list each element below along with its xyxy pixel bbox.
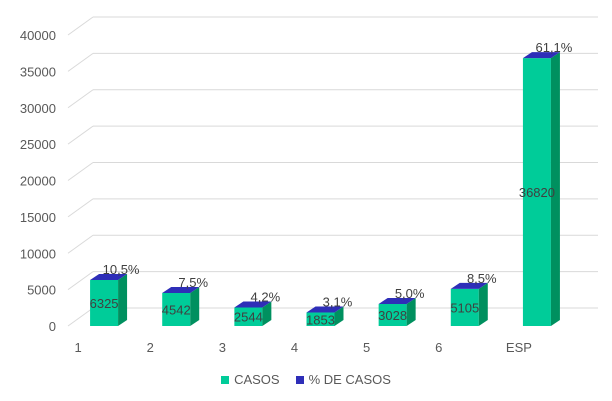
bar-group: 5105 8,5% <box>450 271 497 326</box>
bar-percent-label: 5,0% <box>395 286 425 301</box>
bar-percent-label: 10,5% <box>103 262 140 277</box>
gridline-diagonal <box>67 234 94 254</box>
y-tick-label: 25000 <box>20 137 56 152</box>
y-tick-label: 0 <box>49 319 56 334</box>
bar-group: 1853 3,1% <box>306 295 353 328</box>
bar <box>162 292 191 326</box>
legend-item-pct: % DE CASOS <box>295 372 391 387</box>
bar-cap <box>162 286 200 293</box>
bar <box>90 279 119 326</box>
bar-side <box>478 282 488 326</box>
x-tick-label: 4 <box>291 340 298 355</box>
bar-value-label: 4542 <box>162 302 191 317</box>
bar-side <box>262 301 272 326</box>
bar-cap <box>450 282 488 289</box>
bar-percent-label: 61,1% <box>535 40 572 55</box>
bar-group: 4542 7,5% <box>162 275 208 326</box>
gridline-diagonal <box>67 89 94 109</box>
x-tick-label: 2 <box>147 340 154 355</box>
bar-percent-label: 7,5% <box>178 275 208 290</box>
bar-group: 36820 61,1% <box>519 40 573 327</box>
bar-cap <box>378 297 416 304</box>
y-tick-label: 40000 <box>20 28 56 43</box>
bar-percent-label: 3,1% <box>323 295 353 310</box>
bar <box>306 312 335 326</box>
bar-cap <box>522 52 560 59</box>
bar-side <box>118 273 128 326</box>
y-tick-label: 15000 <box>20 210 56 225</box>
bar-cap <box>90 273 128 280</box>
y-axis: 0 5000 10000 15000 20000 25000 30000 35000 40000 <box>20 28 56 334</box>
legend-swatch-pct <box>295 375 304 384</box>
bar-value-label: 5105 <box>450 300 479 315</box>
bar-cap <box>306 306 344 313</box>
bar <box>378 303 407 326</box>
gridline-diagonal <box>67 271 94 291</box>
bars: 6325 10,5% 4542 7,5% 2544 4,2% 1853 3,1% 3028 5,0… <box>90 40 573 327</box>
gridline-diagonal <box>67 52 94 72</box>
legend-swatch-casos <box>221 375 230 384</box>
gridlines <box>67 16 598 327</box>
bar-value-label: 3028 <box>378 308 407 323</box>
bar-group: 6325 10,5% <box>90 262 140 326</box>
x-tick-label: 1 <box>74 340 81 355</box>
x-axis: 1 2 3 4 5 6 ESP <box>74 340 531 355</box>
bar <box>234 307 263 326</box>
bar-side <box>406 297 416 326</box>
bar-side <box>190 286 200 326</box>
bar-side <box>334 306 344 326</box>
bar-cap <box>234 301 272 308</box>
y-tick-label: 30000 <box>20 101 56 116</box>
gridline-diagonal <box>67 125 94 145</box>
gridline-diagonal <box>67 16 94 36</box>
bar-value-label: 2544 <box>234 310 263 325</box>
y-tick-label: 35000 <box>20 64 56 79</box>
y-tick-label: 20000 <box>20 174 56 189</box>
bar-percent-label: 8,5% <box>467 271 497 286</box>
bar-group: 3028 5,0% <box>378 286 425 326</box>
bar-percent-label: 4,2% <box>251 289 281 304</box>
gridline-diagonal <box>67 162 94 181</box>
bar-value-label: 36820 <box>519 185 555 200</box>
x-tick-label: 5 <box>363 340 370 355</box>
legend: CASOS % DE CASOS <box>0 372 612 387</box>
x-tick-label: 3 <box>219 340 226 355</box>
y-tick-label: 5000 <box>27 283 56 298</box>
x-tick-label: 6 <box>435 340 442 355</box>
legend-label-pct: % DE CASOS <box>308 372 391 387</box>
x-tick-label: ESP <box>506 340 532 355</box>
bar <box>450 288 479 326</box>
bar-value-label: 6325 <box>90 296 119 311</box>
legend-label-casos: CASOS <box>234 372 280 387</box>
bar-group: 2544 4,2% <box>234 289 281 326</box>
y-tick-label: 10000 <box>20 246 56 261</box>
gridline-diagonal <box>67 307 94 327</box>
bar-side <box>550 52 560 327</box>
bar <box>522 58 551 327</box>
gridline-diagonal <box>67 198 94 218</box>
bar-chart: 0 5000 10000 15000 20000 25000 30000 35000 40000… <box>20 16 598 355</box>
legend-item-casos: CASOS <box>221 372 280 387</box>
bar-value-label: 1853 <box>306 312 335 327</box>
